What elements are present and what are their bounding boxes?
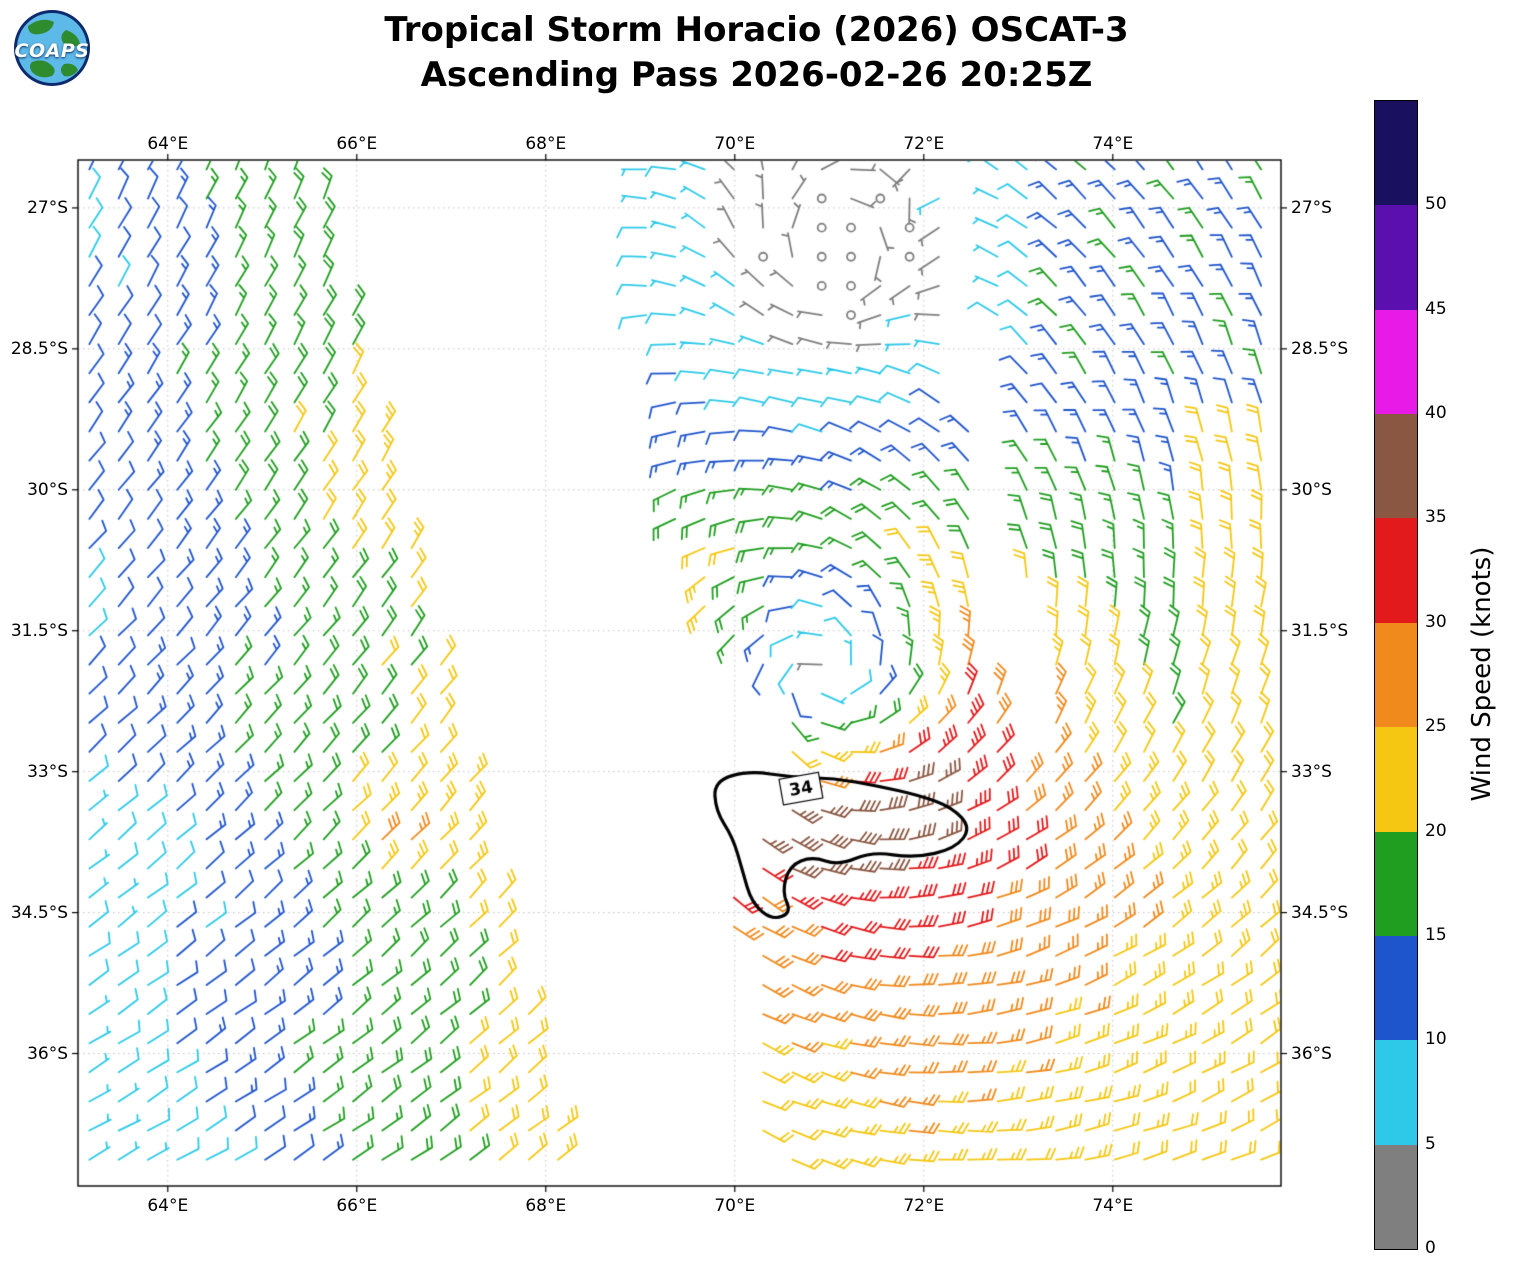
y-tick-label: 30°S [1291, 479, 1332, 500]
colorbar-segment [1375, 309, 1417, 415]
colorbar-tick-label: 10 [1425, 1029, 1447, 1050]
x-tick-label: 68°E [525, 134, 567, 154]
y-tick-label: 31.5°S [10, 620, 68, 641]
colorbar-segment [1375, 101, 1417, 206]
y-tick-label: 36°S [1291, 1043, 1332, 1064]
x-tick-label: 66°E [336, 134, 378, 154]
colorbar-segment [1375, 1144, 1417, 1249]
colorbar-segment [1375, 205, 1417, 310]
x-tick-label: 70°E [714, 134, 756, 154]
x-tick-label: 64°E [147, 134, 189, 154]
colorbar-segment [1375, 1040, 1417, 1145]
y-tick-label: 33°S [1291, 761, 1332, 782]
y-tick-label: 34.5°S [1291, 902, 1349, 923]
colorbar-tick-label: 40 [1425, 403, 1447, 424]
colorbar-segment [1375, 831, 1417, 936]
y-tick-label: 27°S [1291, 197, 1332, 218]
y-tick-label: 27°S [27, 197, 68, 218]
y-tick-label: 28.5°S [1291, 338, 1349, 359]
colorbar [1374, 100, 1418, 1250]
colorbar-tick-label: 5 [1425, 1133, 1436, 1154]
colorbar-axis-label: Wind Speed (knots) [1467, 546, 1497, 802]
y-tick-label: 33°S [27, 761, 68, 782]
colorbar-tick-label: 20 [1425, 820, 1447, 841]
colorbar-segment [1375, 727, 1417, 832]
colorbar-tick-label: 35 [1425, 507, 1447, 528]
colorbar-tick-label: 25 [1425, 716, 1447, 737]
x-tick-label: 74°E [1092, 134, 1134, 154]
colorbar-segment [1375, 414, 1417, 519]
colorbar-tick-label: 0 [1425, 1238, 1436, 1258]
colorbar-tick-label: 50 [1425, 194, 1447, 215]
y-tick-label: 28.5°S [10, 338, 68, 359]
y-tick-label: 34.5°S [10, 902, 68, 923]
x-tick-label: 70°E [714, 1196, 756, 1216]
x-tick-label: 72°E [903, 134, 945, 154]
colorbar-segment [1375, 622, 1417, 728]
x-tick-label: 66°E [336, 1196, 378, 1216]
x-tick-label: 64°E [147, 1196, 189, 1216]
y-tick-label: 30°S [27, 479, 68, 500]
y-tick-label: 36°S [27, 1043, 68, 1064]
x-tick-label: 74°E [1092, 1196, 1134, 1216]
colorbar-tick-label: 15 [1425, 924, 1447, 945]
colorbar-segment [1375, 518, 1417, 623]
colorbar-segment [1375, 935, 1417, 1041]
x-tick-label: 72°E [903, 1196, 945, 1216]
y-tick-label: 31.5°S [1291, 620, 1349, 641]
x-tick-label: 68°E [525, 1196, 567, 1216]
colorbar-tick-label: 45 [1425, 298, 1447, 319]
colorbar-tick-label: 30 [1425, 611, 1447, 632]
